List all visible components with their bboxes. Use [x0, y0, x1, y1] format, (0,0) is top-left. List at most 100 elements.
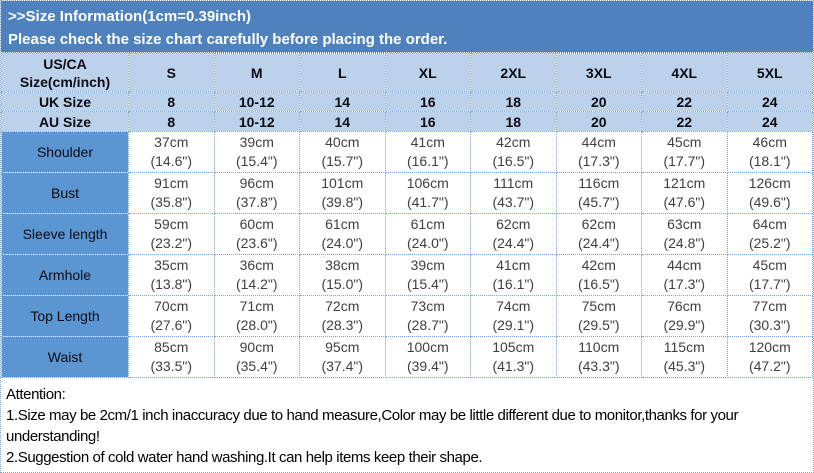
size-label-4xl: 4XL — [641, 53, 728, 92]
row-shoulder: Shoulder 37cm (14.6") 39cm (15.4") 40cm (15.7"… — [1, 131, 813, 173]
row-waist: Waist 85cm (33.5") 90cm (35.4") 95cm (37.4") 10… — [1, 336, 813, 378]
measurement-value-cell: 115cm (45.3") — [641, 336, 728, 378]
size-label-5xl: 5XL — [726, 53, 813, 92]
corner-header: US/CA Size(cm/inch) — [1, 53, 129, 92]
size-value-cell: 8 — [128, 111, 215, 132]
measurement-value-cell: 126cm (49.6") — [726, 172, 813, 214]
measurement-value-cell: 45cm (17.7") — [726, 254, 813, 296]
measurement-value-cell: 39cm (15.4") — [213, 131, 300, 173]
size-value-cell: 16 — [384, 91, 471, 112]
measurement-value-cell: 71cm (28.0") — [213, 295, 300, 337]
measurement-value-cell: 42cm (16.5") — [555, 254, 642, 296]
measurement-value-cell: 44cm (17.3") — [555, 131, 642, 173]
size-label-m: M — [213, 53, 300, 92]
measurement-value-cell: 39cm (15.4") — [384, 254, 471, 296]
measurement-label: Bust — [1, 172, 129, 214]
measurement-value-cell: 61cm (24.0") — [299, 213, 386, 255]
attention-note: Attention: 1.Size may be 2cm/1 inch inac… — [1, 378, 813, 472]
size-label-l: L — [299, 53, 386, 92]
banner-subtitle: Please check the size chart carefully be… — [8, 31, 448, 48]
size-value-cell: 20 — [555, 111, 642, 132]
measurement-value-cell: 38cm (15.0") — [299, 254, 386, 296]
measurement-label: Shoulder — [1, 131, 129, 173]
measurement-value-cell: 64cm (25.2") — [726, 213, 813, 255]
row-label: UK Size — [1, 91, 129, 112]
row-sleeve-length: Sleeve length 59cm (23.2") 60cm (23.6") 61cm(… — [1, 213, 813, 255]
measurement-value-cell: 75cm (29.5") — [555, 295, 642, 337]
measurement-value-cell: 62cm (24.4") — [555, 213, 642, 255]
measurement-label: Sleeve length — [1, 213, 129, 255]
size-value-cell: 10-12 — [213, 111, 300, 132]
measurement-value-cell: 106cm (41.7") — [384, 172, 471, 214]
measurement-value-cell: 41cm (16.1") — [470, 254, 557, 296]
measurement-value-cell: 45cm (17.7") — [641, 131, 728, 173]
measurement-label: Armhole — [1, 254, 129, 296]
size-label-xl: XL — [384, 53, 471, 92]
size-value-cell: 10-12 — [213, 91, 300, 112]
measurement-value-cell: 42cm (16.5") — [470, 131, 557, 173]
measurement-value-cell: 70cm (27.6") — [128, 295, 215, 337]
row-top-length: Top Length 70cm (27.6") 71cm (28.0") 72cm (28.… — [1, 295, 813, 337]
attention-line-1: 1.Size may be 2cm/1 inch inaccuracy due … — [6, 407, 739, 445]
measurement-value-cell: 90cm (35.4") — [213, 336, 300, 378]
measurement-value-cell: 35cm (13.8") — [128, 254, 215, 296]
measurement-value-cell: 73cm (28.7") — [384, 295, 471, 337]
measurement-value-cell: 101cm (39.8") — [299, 172, 386, 214]
size-value-cell: 18 — [470, 91, 557, 112]
size-info-banner: >>Size Information(1cm=0.39inch) Please … — [1, 1, 813, 53]
measurement-value-cell: 111cm (43.7") — [470, 172, 557, 214]
measurement-value-cell: 41cm (16.1") — [384, 131, 471, 173]
measurement-value-cell: 96cm (37.8") — [213, 172, 300, 214]
size-value-cell: 8 — [128, 91, 215, 112]
measurement-label: Waist — [1, 336, 129, 378]
measurement-value-cell: 110cm (43.3") — [555, 336, 642, 378]
measurement-value-cell: 105cm (41.3") — [470, 336, 557, 378]
measurement-value-cell: 62cm (24.4") — [470, 213, 557, 255]
size-label-2xl: 2XL — [470, 53, 557, 92]
measurement-value-cell: 36cm (14.2") — [213, 254, 300, 296]
measurement-value-cell: 100cm (39.4") — [384, 336, 471, 378]
measurement-value-cell: 60cm (23.6") — [213, 213, 300, 255]
measurement-value-cell: 72cm (28.3") — [299, 295, 386, 337]
attention-line-2: 2.Suggestion of cold water hand washing.… — [6, 449, 483, 466]
measurement-value-cell: 63cm (24.8") — [641, 213, 728, 255]
measurement-value-cell: 116cm (45.7") — [555, 172, 642, 214]
size-value-cell: 22 — [641, 91, 728, 112]
size-label-s: S — [128, 53, 215, 92]
measurement-value-cell: 95cm (37.4") — [299, 336, 386, 378]
measurement-value-cell: 76cm (29.9") — [641, 295, 728, 337]
measurement-value-cell: 46cm (18.1") — [726, 131, 813, 173]
row-label: AU Size — [1, 111, 129, 132]
row-bust: Bust 91cm (35.8") 96cm (37.8") 101cm (39.8") 10… — [1, 172, 813, 214]
measurement-value-cell: 77cm (30.3") — [726, 295, 813, 337]
row-armhole: Armhole 35cm (13.8") 36cm (14.2") 38cm (15.0")… — [1, 254, 813, 296]
size-value-cell: 22 — [641, 111, 728, 132]
measurement-value-cell: 59cm (23.2") — [128, 213, 215, 255]
measurement-value-cell: 120cm (47.2") — [726, 336, 813, 378]
banner-title: >>Size Information(1cm=0.39inch) — [8, 8, 251, 25]
measurement-value-cell: 40cm (15.7") — [299, 131, 386, 173]
measurement-value-cell: 121cm (47.6") — [641, 172, 728, 214]
size-value-cell: 24 — [726, 91, 813, 112]
measurement-value-cell: 61cm (24.0") — [384, 213, 471, 255]
measurement-label: Top Length — [1, 295, 129, 337]
size-table-body: US/CA Size(cm/inch) S M L XL 2XL 3XL 4XL 5XL UK Si… — [1, 53, 813, 378]
measurement-value-cell: 44cm (17.3") — [641, 254, 728, 296]
size-value-cell: 20 — [555, 91, 642, 112]
measurement-value-cell: 91cm (35.8") — [128, 172, 215, 214]
attention-title: Attention: — [6, 386, 66, 403]
size-value-cell: 18 — [470, 111, 557, 132]
size-header-row: US/CA Size(cm/inch) S M L XL 2XL 3XL 4XL 5XL — [1, 53, 813, 92]
size-table: US/CA Size(cm/inch) S M L XL 2XL 3XL 4XL 5XL UK Si… — [1, 53, 813, 378]
size-value-cell: 14 — [299, 91, 386, 112]
row-au-size: AU Size 8 10-12 14 16 18 20 22 24 — [1, 111, 813, 132]
size-value-cell: 14 — [299, 111, 386, 132]
row-uk-size: UK Size 8 10-12 14 16 18 20 22 24 — [1, 91, 813, 112]
measurement-value-cell: 85cm (33.5") — [128, 336, 215, 378]
measurement-value-cell: 74cm (29.1") — [470, 295, 557, 337]
size-value-cell: 16 — [384, 111, 471, 132]
measurement-value-cell: 37cm (14.6") — [128, 131, 215, 173]
size-label-3xl: 3XL — [555, 53, 642, 92]
size-value-cell: 24 — [726, 111, 813, 132]
